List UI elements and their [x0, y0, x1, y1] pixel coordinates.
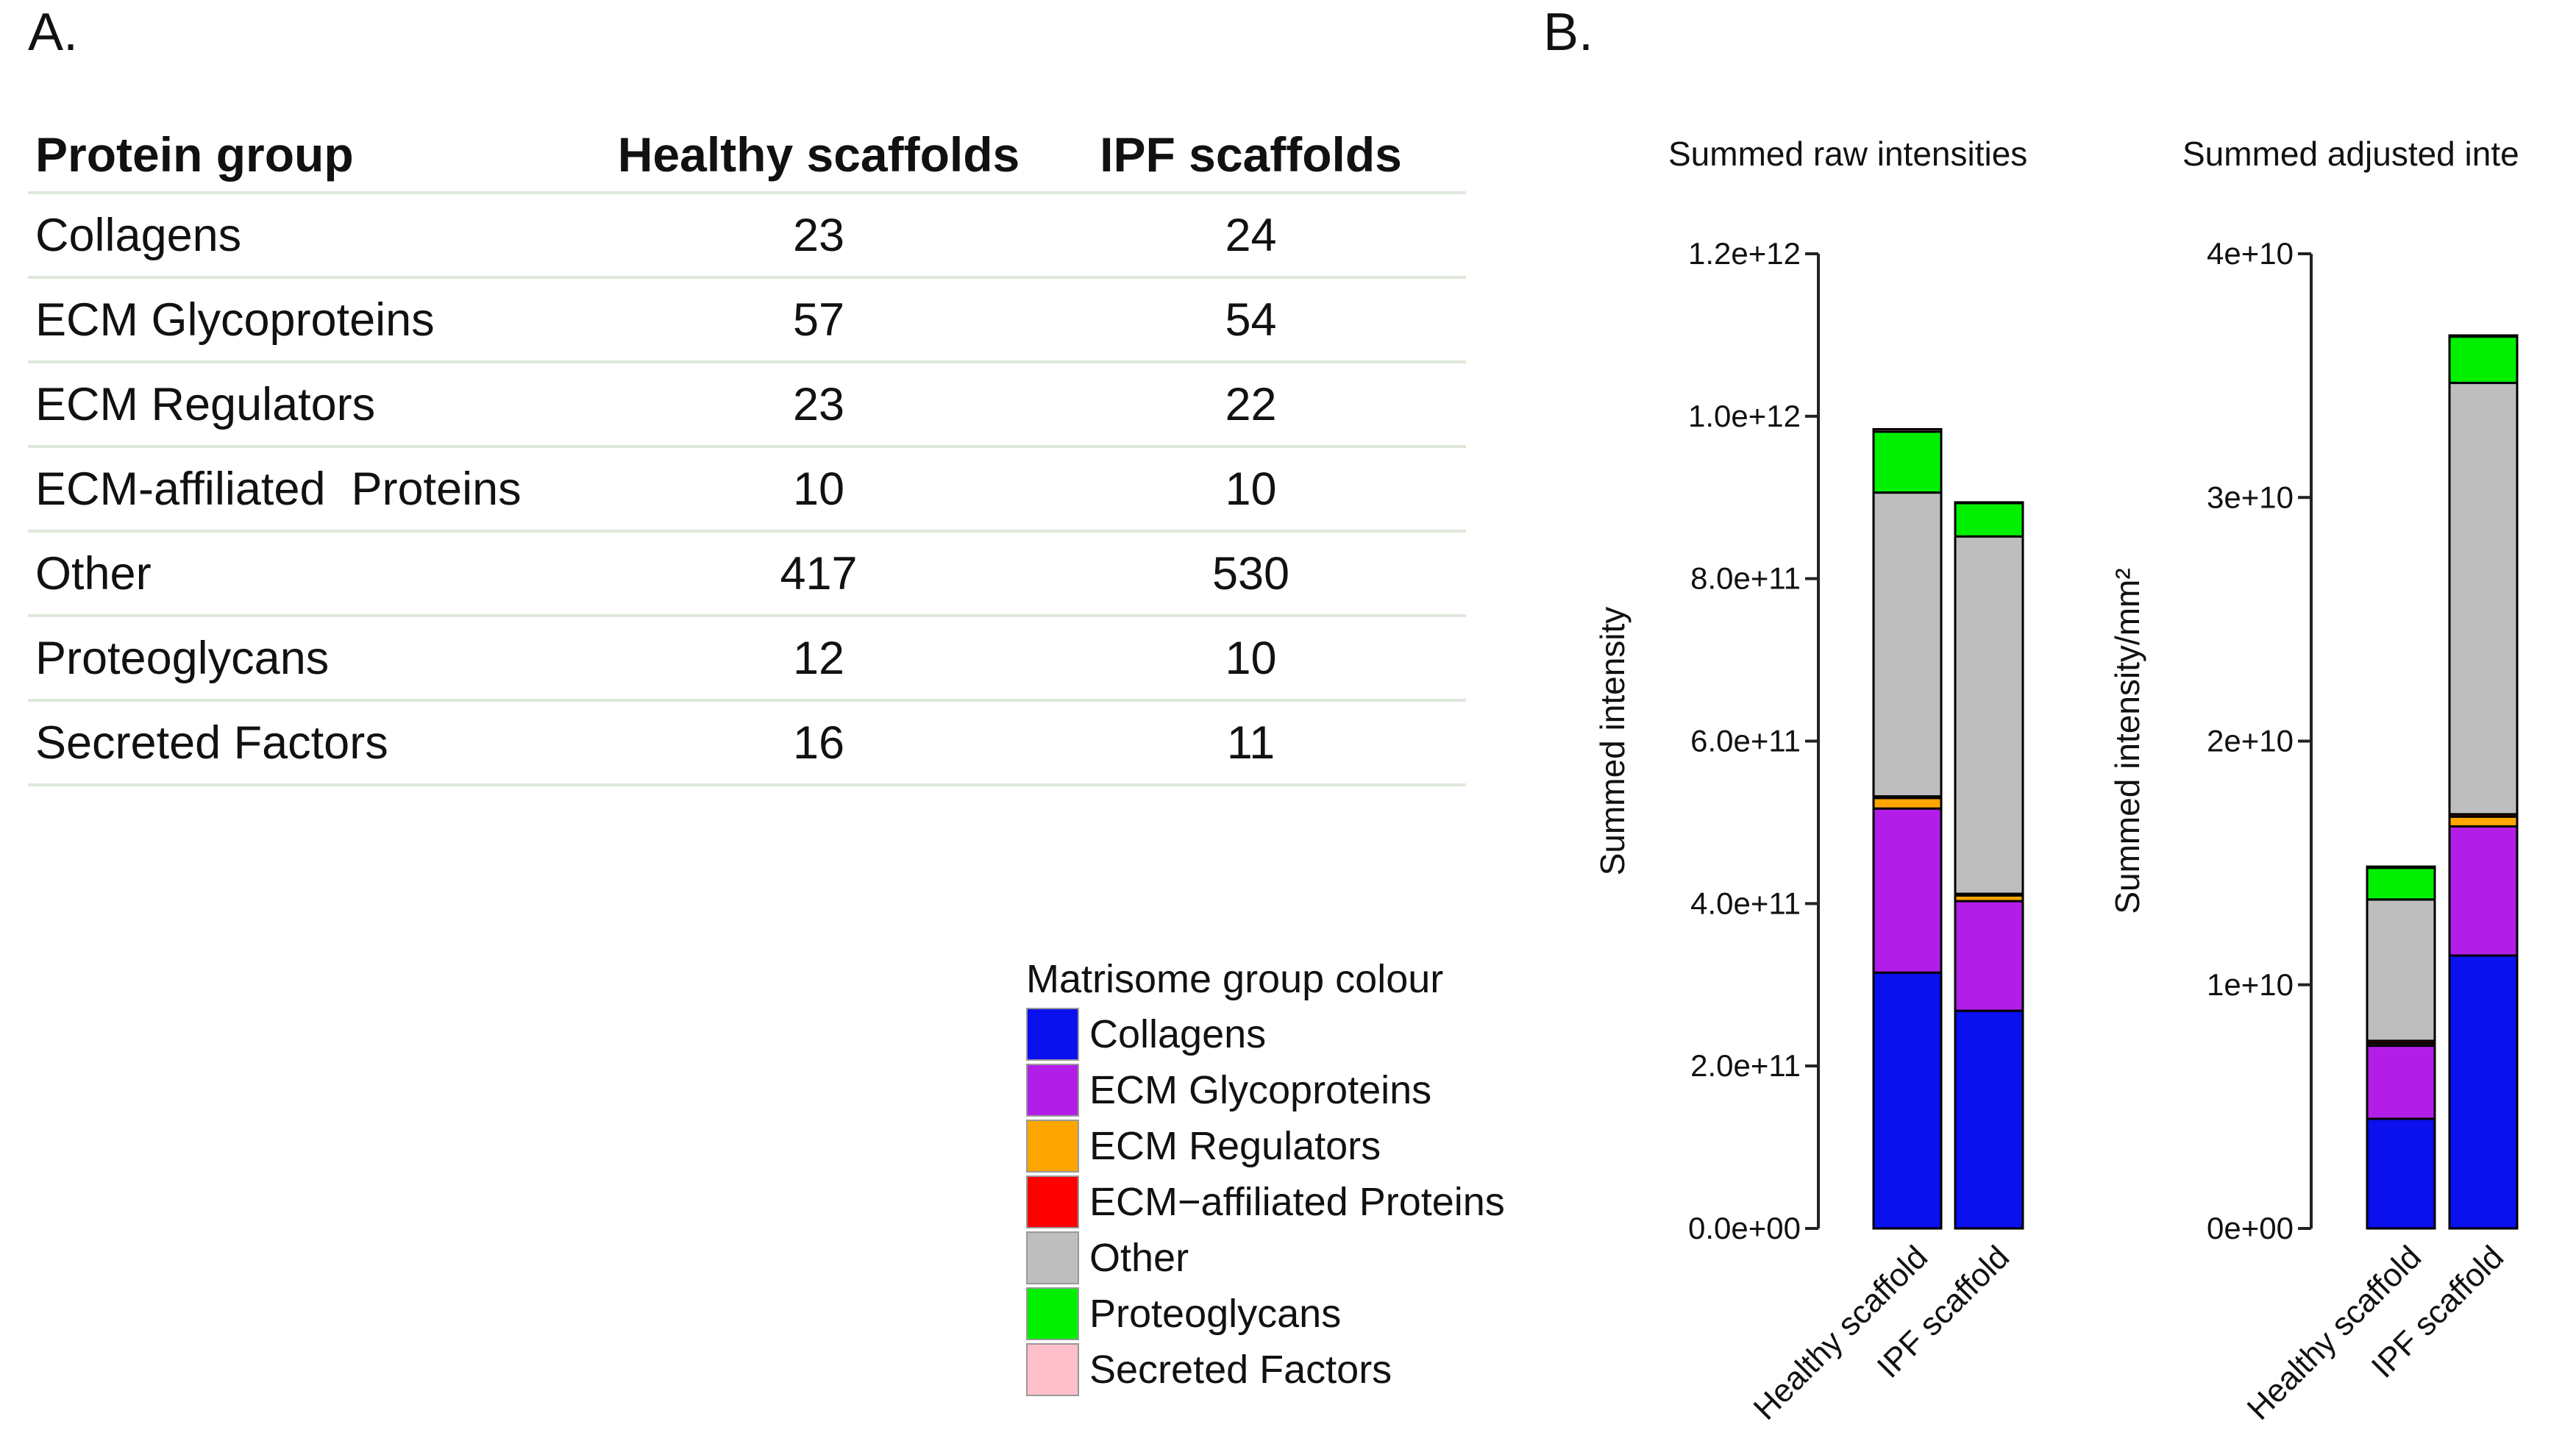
row-group-name: ECM Regulators — [28, 362, 602, 448]
legend-item-ecm-affiliated-proteins: ECM−affiliated Proteins — [1026, 1174, 1505, 1230]
y-axis-label: Summed intensity — [1593, 607, 1632, 876]
chart-title: Summed raw intensities — [1668, 135, 2027, 173]
bar-segment-ecm-regulators — [2448, 815, 2519, 828]
legend-swatch — [1026, 1175, 1079, 1228]
row-group-name: ECM Glycoproteins — [28, 277, 602, 363]
table-row: Other 417 530 — [28, 531, 1466, 617]
row-healthy-count: 10 — [602, 447, 1036, 533]
bar-segment-proteoglycans — [2366, 867, 2436, 901]
bar-segment-secreted-factors — [2366, 865, 2436, 869]
legend-label: ECM−affiliated Proteins — [1089, 1180, 1505, 1224]
panel-b-label: B. — [1543, 3, 1594, 62]
table-row: ECM-affiliated Proteins 10 10 — [28, 447, 1466, 533]
bar-segment-ecm-glycoproteins — [1954, 900, 2024, 1012]
row-healthy-count: 23 — [602, 362, 1036, 448]
table-row: Proteoglycans 12 10 — [28, 616, 1466, 702]
legend-item-other: Other — [1026, 1230, 1505, 1286]
bar-segment-other — [2366, 898, 2436, 1042]
legend-swatch — [1026, 1008, 1079, 1061]
table-row: ECM Regulators 23 22 — [28, 362, 1466, 448]
legend-label: Other — [1089, 1236, 1189, 1280]
row-group-name: Proteoglycans — [28, 616, 602, 702]
y-tick-label: 4.0e+11 — [1690, 886, 1801, 920]
row-ipf-count: 10 — [1036, 616, 1466, 702]
y-tick-label: 1.0e+12 — [1688, 399, 1801, 433]
bar-segment-secreted-factors — [1872, 428, 1943, 433]
legend-item-collagens: Collagens — [1026, 1006, 1505, 1062]
legend-item-proteoglycans: Proteoglycans — [1026, 1286, 1505, 1342]
bar-segment-other — [1954, 535, 2024, 895]
row-ipf-count: 22 — [1036, 362, 1466, 448]
row-ipf-count: 24 — [1036, 193, 1466, 279]
header-healthy-scaffolds: Healthy scaffolds — [602, 118, 1036, 194]
matrisome-legend: Matrisome group colour Collagens ECM Gly… — [1026, 956, 1505, 1398]
bar-segment-ecm-glycoproteins — [2448, 825, 2519, 957]
legend-label: ECM Regulators — [1089, 1124, 1381, 1168]
table-header-row: Protein group Healthy scaffolds IPF scaf… — [28, 118, 1466, 194]
bar-segment-collagens — [2448, 954, 2519, 1230]
bar-segment-collagens — [1954, 1009, 2024, 1230]
legend-title: Matrisome group colour — [1026, 957, 1444, 1001]
row-healthy-count: 57 — [602, 277, 1036, 363]
table-row: Secreted Factors 16 11 — [28, 700, 1466, 786]
legend-item-secreted-factors: Secreted Factors — [1026, 1342, 1505, 1398]
bar-segment-proteoglycans — [1954, 502, 2024, 538]
adjusted-intensity-chart: Summed adjusted inte Summed intensity/mm²… — [2108, 135, 2519, 1427]
bar-segment-secreted-factors — [2448, 334, 2519, 338]
row-group-name: Secreted Factors — [28, 700, 602, 786]
row-ipf-count: 530 — [1036, 531, 1466, 617]
row-group-name: Collagens — [28, 193, 602, 279]
legend-item-ecm-regulators: ECM Regulators — [1026, 1118, 1505, 1174]
raw-intensity-chart: Summed raw intensities Summed intensity 0.… — [1593, 135, 2027, 1427]
legend-label: ECM Glycoproteins — [1089, 1068, 1432, 1112]
y-axis-label: Summed intensity/mm² — [2108, 568, 2146, 914]
legend-label: Secreted Factors — [1089, 1348, 1392, 1392]
row-group-name: Other — [28, 531, 602, 617]
bar-segment-proteoglycans — [2448, 335, 2519, 385]
y-tick-label: 1e+10 — [2207, 967, 2294, 1002]
bar-segment-other — [2448, 382, 2519, 816]
bar-segment-collagens — [1872, 971, 1943, 1230]
legend-swatch — [1026, 1120, 1079, 1173]
y-tick-label: 2.0e+11 — [1690, 1048, 1801, 1083]
y-tick-label: 1.2e+12 — [1688, 236, 1801, 271]
y-tick-label: 2e+10 — [2207, 724, 2294, 758]
row-group-name: ECM-affiliated Proteins — [28, 447, 602, 533]
header-protein-group: Protein group — [28, 118, 602, 194]
row-healthy-count: 16 — [602, 700, 1036, 786]
legend-swatch — [1026, 1343, 1079, 1396]
y-tick-label: 0.0e+00 — [1688, 1211, 1801, 1245]
bar-segment-secreted-factors — [1954, 501, 2024, 505]
bar-segment-proteoglycans — [1872, 430, 1943, 494]
y-tick-label: 6.0e+11 — [1690, 724, 1801, 758]
row-ipf-count: 54 — [1036, 277, 1466, 363]
bar-segment-ecm-glycoproteins — [2366, 1045, 2436, 1120]
legend-swatch — [1026, 1064, 1079, 1117]
y-tick-label: 4e+10 — [2207, 236, 2294, 271]
row-ipf-count: 11 — [1036, 700, 1466, 786]
chart-title: Summed adjusted inte — [2182, 135, 2519, 173]
bar-segment-collagens — [2366, 1117, 2436, 1230]
protein-group-table: Protein group Healthy scaffolds IPF scaf… — [28, 118, 1466, 786]
row-healthy-count: 12 — [602, 616, 1036, 702]
y-tick-label: 3e+10 — [2207, 480, 2294, 514]
y-tick-label: 8.0e+11 — [1690, 561, 1801, 596]
bar-segment-other — [1872, 491, 1943, 798]
table-row: ECM Glycoproteins 57 54 — [28, 277, 1466, 363]
bar-segment-ecm-regulators — [1872, 797, 1943, 810]
header-ipf-scaffolds: IPF scaffolds — [1036, 118, 1466, 194]
y-tick-label: 0e+00 — [2207, 1211, 2294, 1245]
legend-swatch — [1026, 1287, 1079, 1340]
row-healthy-count: 23 — [602, 193, 1036, 279]
legend-swatch — [1026, 1231, 1079, 1284]
row-ipf-count: 10 — [1036, 447, 1466, 533]
legend-item-ecm-glycoproteins: ECM Glycoproteins — [1026, 1062, 1505, 1118]
bar-segment-ecm-glycoproteins — [1872, 807, 1943, 974]
legend-label: Proteoglycans — [1089, 1292, 1342, 1336]
legend-label: Collagens — [1089, 1012, 1267, 1056]
panel-a-label: A. — [28, 3, 79, 62]
row-healthy-count: 417 — [602, 531, 1036, 617]
table-row: Collagens 23 24 — [28, 193, 1466, 279]
